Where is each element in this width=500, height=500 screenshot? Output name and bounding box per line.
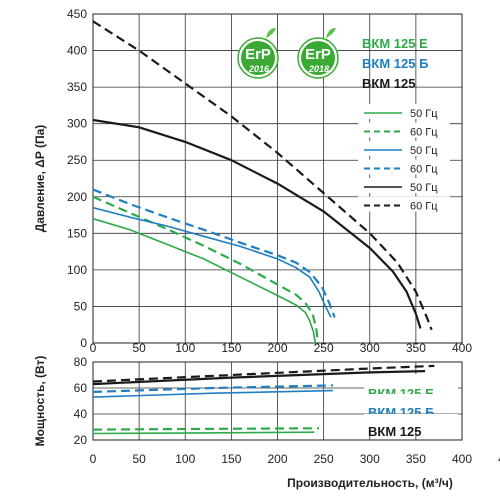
model-label: ВКМ 125: [368, 424, 421, 439]
y-tick-label: 100: [67, 263, 87, 277]
erp-badge: [241, 41, 275, 75]
erp-badge-label: ErP: [245, 46, 271, 63]
legend-bg: [358, 141, 450, 156]
y-tick-label: 20: [74, 433, 88, 447]
x-tick-label: 200: [267, 452, 287, 466]
series-line-4: [92, 370, 426, 386]
series-line-3: [92, 384, 333, 393]
x-tick-label: 100: [175, 452, 195, 466]
legend-label: 60 Гц: [410, 127, 438, 139]
x-tick-label: 450: [498, 452, 500, 466]
series-line-1: [92, 195, 320, 344]
legend-label: 50 Гц: [410, 182, 438, 194]
chart-panel-0: 0 50 100 150 200 250 300 350 400 450 0 50 100 150 200 2…: [33, 7, 472, 355]
leaf-icon: [266, 28, 276, 38]
legend-bg: [358, 196, 450, 212]
x-tick-label: 350: [406, 341, 426, 355]
x-tick-label: 0: [90, 341, 97, 355]
x-tick-label: 50: [132, 452, 146, 466]
legend-bg: [358, 159, 450, 175]
y-tick-label: 80: [74, 355, 88, 369]
series-line-3: [92, 188, 336, 318]
y-tick-label: 0: [80, 336, 87, 350]
x-tick-label: 250: [314, 452, 334, 466]
y-tick-label: 40: [74, 407, 88, 421]
erp-badge: [301, 41, 335, 75]
legend-bg: [358, 122, 450, 138]
y-tick-label: 350: [67, 80, 87, 94]
model-label-bg: [364, 394, 458, 411]
y-axis-title: Мощность, (Вт): [33, 356, 47, 447]
model-label-bg: [364, 414, 458, 431]
y-tick-label: 50: [74, 299, 88, 313]
y-tick-label: 150: [67, 226, 87, 240]
series-line-0: [92, 431, 315, 435]
legend-label: 50 Гц: [410, 108, 438, 120]
series-line-4: [92, 118, 422, 329]
model-label-bg: [364, 374, 458, 391]
x-tick-label: 200: [267, 341, 287, 355]
legend-label: 50 Гц: [410, 145, 438, 157]
series-line-5: [92, 20, 433, 331]
series-line-2: [92, 389, 333, 398]
x-tick-label: 0: [90, 452, 97, 466]
x-tick-label: 400: [452, 452, 472, 466]
y-tick-label: 250: [67, 153, 87, 167]
series-line-1: [92, 427, 320, 431]
erp-badge-year: 2016: [248, 64, 270, 74]
x-axis-title: Производительность, (м³/ч): [287, 476, 453, 490]
erp-badge-label: ErP: [305, 46, 331, 63]
chart-panel-1: 20 40 60 80 0 50 100 150 200 250 300 350 400 450 Мощно…: [33, 355, 500, 490]
y-tick-label: 300: [67, 117, 87, 131]
x-tick-label: 400: [452, 341, 472, 355]
model-label: ВКМ 125 Е: [362, 36, 428, 51]
x-tick-label: 100: [175, 341, 195, 355]
y-tick-label: 450: [67, 7, 87, 21]
y-tick-label: 400: [67, 44, 87, 58]
y-tick-label: 60: [74, 381, 88, 395]
erp-badge-year: 2018: [308, 64, 329, 74]
x-tick-label: 250: [314, 341, 334, 355]
x-tick-label: 150: [221, 452, 241, 466]
x-tick-label: 150: [221, 341, 241, 355]
legend-bg: [358, 178, 450, 193]
x-tick-label: 50: [132, 341, 146, 355]
legend-label: 60 Гц: [410, 201, 438, 213]
x-tick-label: 300: [360, 452, 380, 466]
series-line-5: [92, 364, 435, 383]
series-line-2: [92, 206, 332, 318]
y-axis-title: Давление, ΔP (Па): [33, 125, 47, 233]
legend-bg: [358, 104, 450, 119]
series-line-0: [92, 217, 317, 344]
x-tick-label: 300: [360, 341, 380, 355]
model-label: ВКМ 125 Б: [362, 56, 428, 71]
y-tick-label: 200: [67, 190, 87, 204]
x-tick-label: 350: [406, 452, 426, 466]
leaf-icon: [326, 28, 336, 38]
model-label: ВКМ 125: [362, 76, 415, 91]
legend-label: 60 Гц: [410, 164, 438, 176]
